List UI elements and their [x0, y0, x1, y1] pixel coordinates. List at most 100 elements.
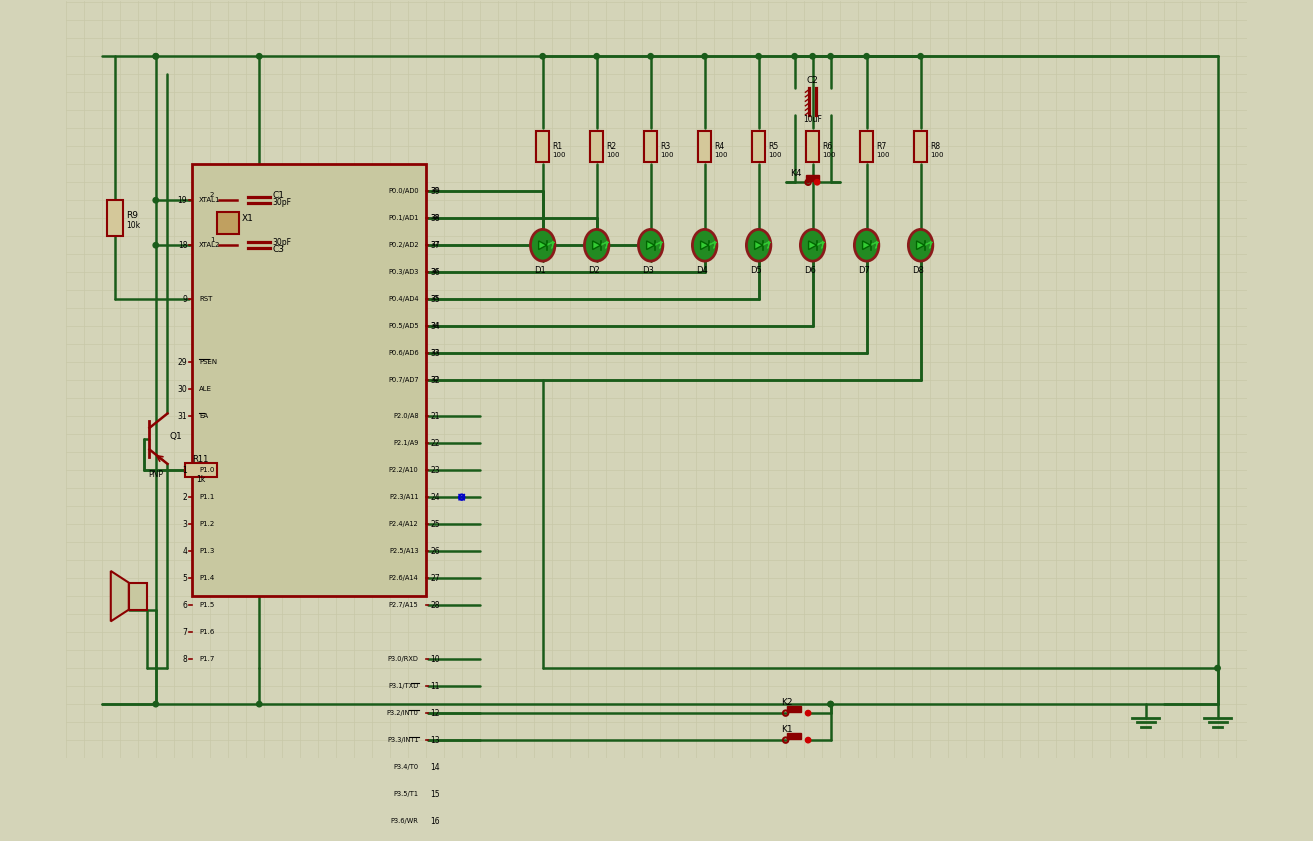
Ellipse shape — [638, 230, 663, 261]
Text: 19: 19 — [177, 196, 188, 204]
Polygon shape — [538, 241, 546, 250]
Ellipse shape — [530, 230, 555, 261]
Text: 34: 34 — [431, 322, 440, 331]
Text: 37: 37 — [431, 241, 440, 250]
Text: P1.4: P1.4 — [200, 575, 214, 581]
Text: P3.3/INT1: P3.3/INT1 — [387, 737, 419, 743]
Text: RST: RST — [200, 296, 213, 302]
Text: EA: EA — [200, 413, 207, 419]
Text: 25: 25 — [431, 520, 440, 529]
Text: 11: 11 — [431, 681, 440, 690]
Circle shape — [154, 54, 159, 59]
Text: P0.1/AD1: P0.1/AD1 — [389, 215, 419, 221]
Circle shape — [256, 54, 261, 59]
Text: 33: 33 — [431, 349, 440, 357]
Text: 35: 35 — [431, 294, 440, 304]
Text: P2.0/A8: P2.0/A8 — [393, 413, 419, 419]
Text: 32: 32 — [431, 376, 440, 384]
Text: P0.6/AD6: P0.6/AD6 — [387, 350, 419, 357]
Circle shape — [154, 242, 159, 248]
Text: 38: 38 — [431, 214, 440, 220]
FancyBboxPatch shape — [914, 130, 927, 162]
Text: 100: 100 — [714, 152, 727, 158]
Text: P0.4/AD4: P0.4/AD4 — [387, 296, 419, 302]
Text: 100: 100 — [660, 152, 674, 158]
Text: C1: C1 — [273, 191, 285, 200]
Text: 18: 18 — [177, 241, 188, 250]
Text: P2.7/A15: P2.7/A15 — [389, 602, 419, 608]
Text: 23: 23 — [431, 466, 440, 474]
Text: P2.4/A12: P2.4/A12 — [389, 521, 419, 527]
Text: 1k: 1k — [196, 474, 205, 484]
FancyBboxPatch shape — [185, 463, 217, 477]
Text: 3: 3 — [183, 520, 188, 529]
Text: R6: R6 — [822, 142, 832, 151]
Text: 30pF: 30pF — [273, 238, 291, 247]
FancyBboxPatch shape — [752, 130, 765, 162]
Text: 37: 37 — [431, 241, 440, 247]
Text: 14: 14 — [431, 763, 440, 771]
Text: P0.0/AD0: P0.0/AD0 — [387, 188, 419, 194]
Text: D2: D2 — [588, 266, 600, 275]
Text: 5: 5 — [183, 574, 188, 583]
Text: 2: 2 — [210, 193, 214, 198]
Text: K1: K1 — [781, 725, 793, 734]
Text: R3: R3 — [660, 142, 671, 151]
Ellipse shape — [855, 230, 878, 261]
FancyBboxPatch shape — [788, 706, 801, 712]
Text: 100: 100 — [768, 152, 783, 158]
Text: 34: 34 — [431, 322, 439, 328]
Text: Q1: Q1 — [169, 432, 183, 442]
Text: P3.6/WR: P3.6/WR — [391, 818, 419, 824]
Text: P0.2/AD2: P0.2/AD2 — [387, 242, 419, 248]
Text: P2.5/A13: P2.5/A13 — [389, 548, 419, 554]
Circle shape — [805, 738, 811, 743]
Text: P0.7/AD7: P0.7/AD7 — [387, 378, 419, 383]
Text: 7: 7 — [183, 627, 188, 637]
Circle shape — [829, 701, 834, 706]
Circle shape — [256, 701, 261, 706]
Text: P2.3/A11: P2.3/A11 — [389, 495, 419, 500]
Text: P0.5/AD5: P0.5/AD5 — [387, 323, 419, 329]
Text: 27: 27 — [431, 574, 440, 583]
Text: 4: 4 — [183, 547, 188, 556]
Text: K2: K2 — [781, 698, 793, 706]
Text: XTAL1: XTAL1 — [200, 198, 221, 204]
Circle shape — [756, 54, 762, 59]
Polygon shape — [592, 241, 600, 250]
FancyBboxPatch shape — [536, 130, 549, 162]
FancyBboxPatch shape — [643, 130, 658, 162]
Text: 35: 35 — [431, 295, 439, 301]
Text: XTAL2: XTAL2 — [200, 242, 221, 248]
Text: P3.5/T1: P3.5/T1 — [394, 791, 419, 797]
Text: R2: R2 — [607, 142, 617, 151]
Text: C2: C2 — [806, 76, 818, 85]
Text: 33: 33 — [431, 349, 440, 355]
Text: P2.2/A10: P2.2/A10 — [389, 468, 419, 473]
Text: 22: 22 — [431, 439, 440, 447]
Polygon shape — [110, 571, 129, 621]
Text: 39: 39 — [431, 187, 440, 196]
Text: 1: 1 — [210, 237, 214, 243]
Ellipse shape — [584, 230, 609, 261]
Text: 31: 31 — [177, 412, 188, 420]
Text: 26: 26 — [431, 547, 440, 556]
Text: 30: 30 — [177, 384, 188, 394]
Text: P1.0: P1.0 — [200, 468, 214, 473]
Polygon shape — [755, 241, 763, 250]
Circle shape — [154, 701, 159, 706]
Text: PNP: PNP — [148, 470, 163, 479]
Circle shape — [1215, 665, 1220, 671]
Text: D3: D3 — [642, 266, 654, 275]
Text: 15: 15 — [431, 790, 440, 799]
Text: 13: 13 — [431, 736, 440, 744]
Text: P3.1/TXD: P3.1/TXD — [389, 683, 419, 689]
Text: P2.6/A14: P2.6/A14 — [389, 575, 419, 581]
Text: 100: 100 — [553, 152, 566, 158]
Circle shape — [540, 54, 545, 59]
Text: 10: 10 — [431, 654, 440, 664]
Text: 10k: 10k — [126, 221, 140, 230]
FancyBboxPatch shape — [129, 583, 147, 610]
FancyBboxPatch shape — [788, 733, 801, 739]
Text: 10uF: 10uF — [804, 114, 822, 124]
